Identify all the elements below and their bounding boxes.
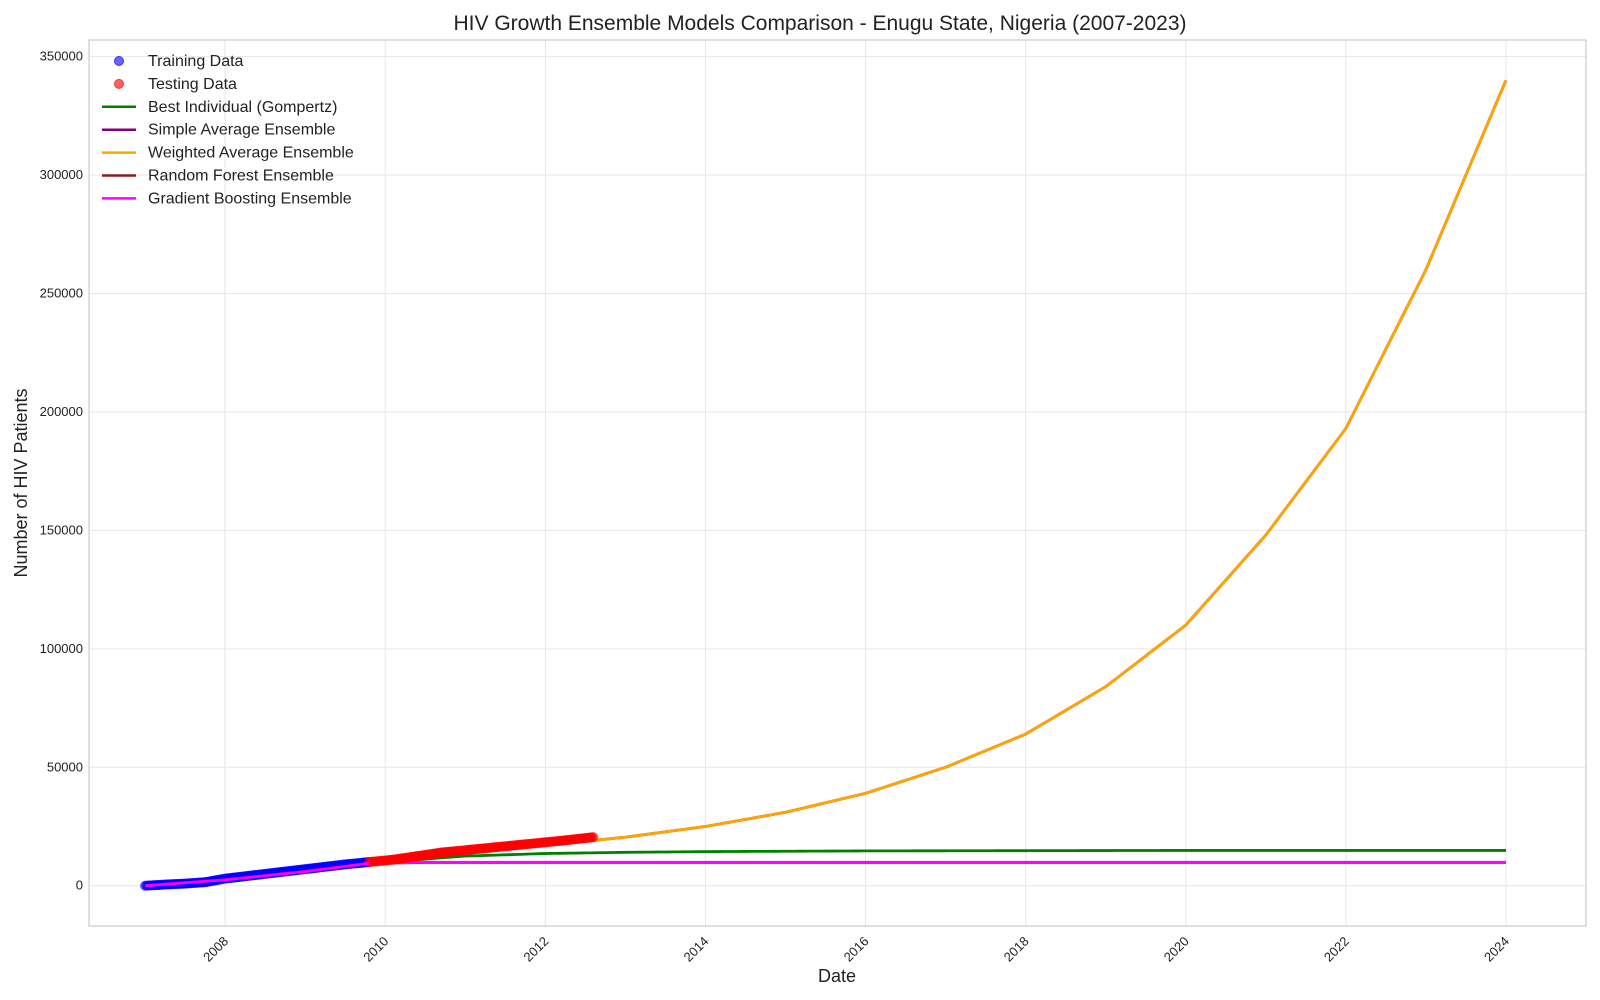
series-layer	[140, 79, 1508, 891]
legend: Training Data Testing Data Best Individual…	[102, 53, 354, 207]
legend-item: Testing Data	[114, 76, 237, 93]
plot-frame	[88, 39, 1587, 927]
legend-label: Best Individual (Gompertz)	[148, 99, 337, 116]
tick-layer: 2008 2010 2012 2014 2016 2018 2020 2022 2024 0 500…	[40, 49, 1512, 965]
y-tick-label: 100000	[40, 641, 83, 656]
x-tick-label: 2008	[200, 934, 231, 965]
gradient-boosting-fit-line	[144, 861, 370, 888]
y-axis-label: Number of HIV Patients	[11, 388, 31, 577]
x-tick-label: 2014	[680, 934, 711, 965]
grid-layer	[89, 40, 1586, 926]
legend-label: Weighted Average Ensemble	[148, 145, 354, 162]
x-tick-label: 2018	[1001, 934, 1032, 965]
legend-item: Weighted Average Ensemble	[102, 145, 354, 162]
legend-marker	[114, 56, 124, 66]
x-tick-label: 2024	[1481, 934, 1512, 965]
y-tick-label: 50000	[47, 759, 83, 774]
legend-label: Random Forest Ensemble	[148, 168, 334, 185]
x-tick-label: 2016	[841, 934, 872, 965]
y-tick-label: 150000	[40, 522, 83, 537]
legend-item: Training Data	[114, 53, 244, 70]
x-tick-label: 2022	[1321, 934, 1352, 965]
x-axis-label: Date	[818, 966, 856, 986]
legend-label: Testing Data	[148, 76, 237, 93]
x-tick-label: 2012	[520, 934, 551, 965]
legend-item: Random Forest Ensemble	[102, 168, 334, 185]
y-tick-label: 250000	[40, 285, 83, 300]
legend-label: Simple Average Ensemble	[148, 122, 335, 139]
legend-item: Best Individual (Gompertz)	[102, 99, 337, 116]
testing-data-points	[364, 832, 599, 868]
legend-item: Simple Average Ensemble	[102, 122, 335, 139]
x-tick-label: 2020	[1161, 934, 1192, 965]
y-tick-label: 350000	[40, 49, 83, 64]
legend-label: Gradient Boosting Ensemble	[148, 190, 352, 207]
data-point	[588, 832, 599, 843]
legend-label: Training Data	[148, 53, 244, 70]
y-tick-label: 200000	[40, 404, 83, 419]
legend-item: Gradient Boosting Ensemble	[102, 190, 352, 207]
y-tick-label: 0	[76, 878, 83, 893]
x-tick-label: 2010	[360, 934, 391, 965]
legend-marker	[114, 78, 124, 89]
chart-title: HIV Growth Ensemble Models Comparison - …	[453, 12, 1186, 35]
y-tick-label: 300000	[40, 167, 83, 182]
